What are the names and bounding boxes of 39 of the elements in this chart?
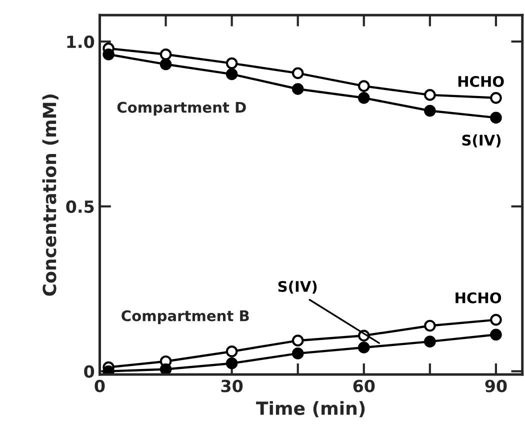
annotation: Compartment D	[117, 102, 246, 116]
point	[160, 58, 172, 70]
point	[358, 342, 370, 354]
x-axis-title: Time (min)	[256, 401, 365, 418]
point	[160, 48, 172, 60]
point	[226, 57, 238, 70]
x-tick-label: 0	[94, 380, 105, 392]
point	[292, 83, 304, 95]
point	[490, 112, 502, 124]
point	[490, 314, 502, 326]
text: S(IV)	[278, 280, 317, 294]
point	[424, 104, 436, 117]
point	[292, 67, 304, 80]
point	[490, 92, 502, 104]
x-tick-label: 90	[485, 380, 507, 392]
annotation: Compartment B	[122, 310, 249, 324]
point	[424, 320, 436, 332]
point	[490, 328, 502, 341]
y-tick-label: 0.5	[66, 200, 94, 213]
y-axis-title: Concentration (mM)	[42, 94, 58, 296]
point	[424, 336, 436, 348]
point	[226, 357, 238, 370]
point	[160, 363, 172, 375]
series-label: HCHO	[458, 76, 504, 88]
y-tick-label: 0	[84, 365, 94, 378]
point	[226, 68, 238, 80]
x-tick-label: 30	[221, 380, 243, 392]
point	[358, 92, 370, 104]
y-tick-label: 1.0	[67, 35, 94, 48]
x-tick-label: 60	[353, 380, 375, 392]
point	[358, 80, 370, 92]
point	[102, 365, 114, 375]
point	[102, 48, 114, 60]
point	[292, 348, 304, 360]
series-label: S(IV)	[462, 134, 501, 148]
series-label: HCHO	[456, 292, 502, 304]
point	[292, 334, 304, 346]
point	[424, 89, 436, 101]
point	[226, 346, 238, 358]
